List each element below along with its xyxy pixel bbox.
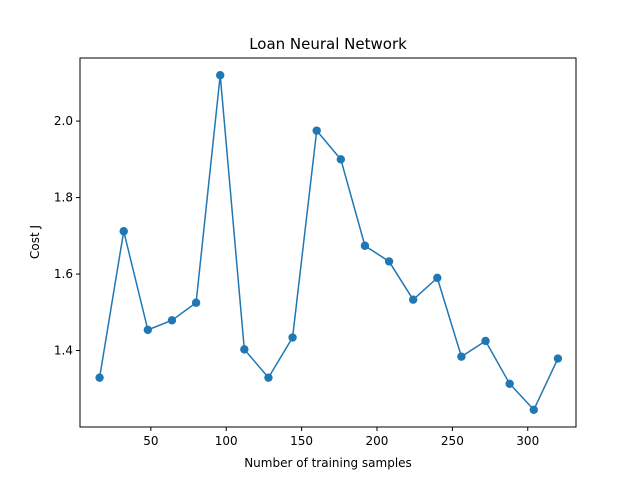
x-axis-label: Number of training samples — [244, 456, 412, 470]
data-point — [240, 345, 249, 354]
data-point — [481, 336, 490, 346]
data-point — [384, 257, 394, 266]
axes-frame — [79, 57, 577, 428]
y-tick-label: 1.6 — [54, 267, 73, 281]
x-tick-label: 200 — [366, 434, 389, 448]
y-tick-label: 1.8 — [54, 191, 73, 205]
x-tick-label: 300 — [516, 434, 539, 448]
data-point — [360, 241, 370, 250]
data-point — [457, 352, 466, 361]
x-tick-label: 50 — [143, 434, 158, 448]
data-point — [505, 379, 514, 388]
x-tick-label: 150 — [290, 434, 313, 448]
y-tick-label: 2.0 — [54, 114, 73, 128]
data-point — [95, 373, 104, 382]
y-tick-label: 1.4 — [54, 344, 73, 358]
x-tick-label: 100 — [215, 434, 238, 448]
data-point — [312, 126, 321, 135]
data-point — [167, 316, 177, 325]
y-axis: 1.4 1.6 1.8 2.0 — [54, 114, 80, 358]
data-point — [119, 227, 128, 236]
data-point — [216, 71, 225, 80]
y-axis-label: Cost J — [28, 225, 42, 259]
x-axis: 50 100 150 200 250 300 — [143, 427, 539, 448]
x-tick-label: 250 — [441, 434, 464, 448]
data-point — [529, 405, 538, 414]
plot-area — [95, 71, 563, 414]
data-point — [288, 333, 297, 342]
data-point — [264, 373, 273, 382]
data-point — [191, 298, 201, 307]
data-point — [553, 354, 563, 363]
data-point — [336, 155, 346, 164]
data-point — [433, 273, 442, 283]
series-line — [98, 74, 559, 411]
data-point — [143, 325, 153, 335]
data-point — [408, 295, 418, 304]
chart-title: Loan Neural Network — [249, 35, 407, 53]
